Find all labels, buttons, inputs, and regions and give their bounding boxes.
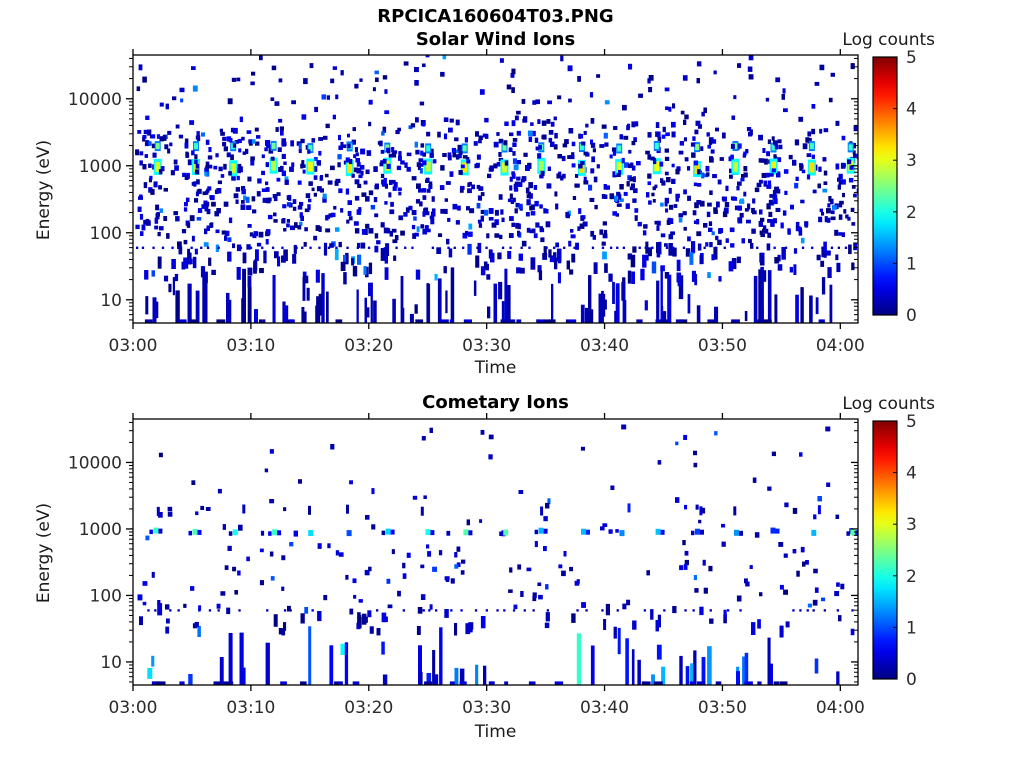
solar_wind-x-ticks: 03:00 03:10 03:20 03:30 03:40 03:50 04:00 <box>109 49 865 356</box>
cometary-y-tick-label: 100 <box>90 586 122 606</box>
solar_wind-x-tick-label: 03:10 <box>226 336 275 356</box>
solar_wind-y-ticks: 10 100 1000 10000 <box>68 57 858 321</box>
xaxis-label-cometary: Time <box>474 722 517 742</box>
cometary-title: Cometary Ions <box>422 392 569 413</box>
colorbar-label-solar-wind: Log counts <box>842 30 935 50</box>
solar_wind-x-tick-label: 04:00 <box>816 336 865 356</box>
xaxis-label-solar-wind: Time <box>474 358 517 378</box>
solar_wind-y-tick-label: 100 <box>90 224 122 244</box>
solar_wind-y-tick-label: 10 <box>100 291 122 311</box>
cometary-axes <box>132 418 859 686</box>
cometary-colorbar-tick-label: 2 <box>906 567 917 587</box>
solar_wind-colorbar-tick-label: 3 <box>906 151 917 171</box>
cometary-heatmap-points <box>137 424 858 685</box>
solar_wind-colorbar-tick-label: 5 <box>906 48 917 68</box>
solar_wind-x-tick-label: 03:30 <box>462 336 511 356</box>
cometary-x-tick-label: 04:00 <box>816 698 865 718</box>
solar_wind-colorbar: 0 1 2 3 4 5 <box>872 48 917 326</box>
solar-wind-title: Solar Wind Ions <box>415 29 576 50</box>
cometary-x-tick-label: 03:30 <box>462 698 511 718</box>
solar_wind-colorbar-tick-label: 1 <box>906 254 917 274</box>
solar_wind-axes <box>132 54 859 324</box>
cometary-panel: 03:00 03:10 03:20 03:30 03:40 03:50 04:0010100… <box>68 412 917 718</box>
colorbar-label-cometary: Log counts <box>842 394 935 414</box>
figure-title: RPCICA160604T03.PNG <box>377 6 614 27</box>
cometary-colorbar-tick-label: 0 <box>906 670 917 690</box>
cometary-x-ticks: 03:00 03:10 03:20 03:30 03:40 03:50 04:00 <box>109 413 865 718</box>
cometary-colorbar-tick-label: 3 <box>906 515 917 535</box>
cometary-y-ticks: 10 100 1000 10000 <box>68 421 858 683</box>
cometary-y-tick-label: 10000 <box>68 453 122 473</box>
solar_wind-x-tick-label: 03:00 <box>109 336 158 356</box>
solar_wind-colorbar-tick-label: 0 <box>906 306 917 326</box>
solar_wind-y-tick-label: 10000 <box>68 90 122 110</box>
cometary-y-tick-label: 1000 <box>79 520 122 540</box>
cometary-colorbar-tick-label: 4 <box>906 464 917 484</box>
solar_wind-colorbar-tick-label: 4 <box>906 100 917 120</box>
cometary-y-tick-label: 10 <box>100 653 122 673</box>
cometary-colorbar-tick-label: 5 <box>906 412 917 432</box>
cometary-colorbar-tick-label: 1 <box>906 618 917 638</box>
cometary-x-tick-label: 03:00 <box>109 698 158 718</box>
solar_wind-x-tick-label: 03:50 <box>698 336 747 356</box>
yaxis-label-cometary: Energy (eV) <box>34 502 54 604</box>
solar_wind-x-tick-label: 03:20 <box>344 336 393 356</box>
solar_wind-panel: 03:00 03:10 03:20 03:30 03:40 03:50 04:0010100… <box>68 48 917 356</box>
cometary-x-tick-label: 03:40 <box>580 698 629 718</box>
cometary-x-tick-label: 03:50 <box>698 698 747 718</box>
cometary-x-tick-label: 03:20 <box>344 698 393 718</box>
yaxis-label-solar-wind: Energy (eV) <box>34 139 54 241</box>
solar_wind-x-tick-label: 03:40 <box>580 336 629 356</box>
solar_wind-heatmap-points <box>135 55 858 323</box>
cometary-colorbar: 0 1 2 3 4 5 <box>872 412 917 690</box>
solar_wind-y-tick-label: 1000 <box>79 157 122 177</box>
solar_wind-colorbar-tick-label: 2 <box>906 203 917 223</box>
cometary-x-tick-label: 03:10 <box>226 698 275 718</box>
